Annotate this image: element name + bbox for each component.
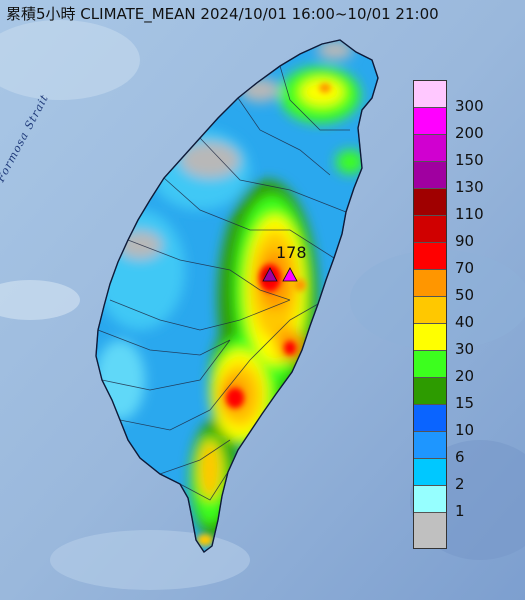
county-boundaries (97, 65, 350, 501)
legend-swatch (414, 297, 446, 324)
max-marker-icon (282, 267, 298, 282)
legend-labels: 300 200 150 130 110 90 70 50 40 30 20 15 10 6 2 1 (455, 0, 515, 600)
legend-label: 20 (455, 367, 475, 385)
legend-swatch (414, 513, 446, 548)
legend-swatch (414, 216, 446, 243)
legend-label: 50 (455, 286, 475, 304)
legend-swatch (414, 189, 446, 216)
legend-swatch (414, 135, 446, 162)
max-value-label: 178 (276, 243, 307, 262)
legend-swatch (414, 378, 446, 405)
legend-label: 2 (455, 475, 465, 493)
legend-label: 15 (455, 394, 475, 412)
legend-swatch (414, 324, 446, 351)
legend-label: 6 (455, 448, 465, 466)
legend-label: 40 (455, 313, 475, 331)
legend-label: 200 (455, 124, 484, 142)
legend-label: 1 (455, 502, 465, 520)
legend-swatch (414, 270, 446, 297)
legend-swatch (414, 162, 446, 189)
legend-label: 300 (455, 97, 484, 115)
map-title: 累積5小時 CLIMATE_MEAN 2024/10/01 16:00~10/0… (6, 5, 439, 23)
legend-swatch (414, 243, 446, 270)
legend-label: 30 (455, 340, 475, 358)
legend-swatch (414, 351, 446, 378)
legend-swatch (414, 486, 446, 513)
legend-swatch (414, 405, 446, 432)
legend-swatch (414, 459, 446, 486)
legend-swatch (414, 432, 446, 459)
legend-label: 150 (455, 151, 484, 169)
legend-label: 10 (455, 421, 475, 439)
legend-colorbar (413, 80, 447, 549)
max-marker-icon (262, 267, 278, 282)
legend-label: 130 (455, 178, 484, 196)
legend-label: 90 (455, 232, 475, 250)
legend-swatch (414, 81, 446, 108)
legend-label: 110 (455, 205, 484, 223)
legend-swatch (414, 108, 446, 135)
legend-label: 70 (455, 259, 475, 277)
